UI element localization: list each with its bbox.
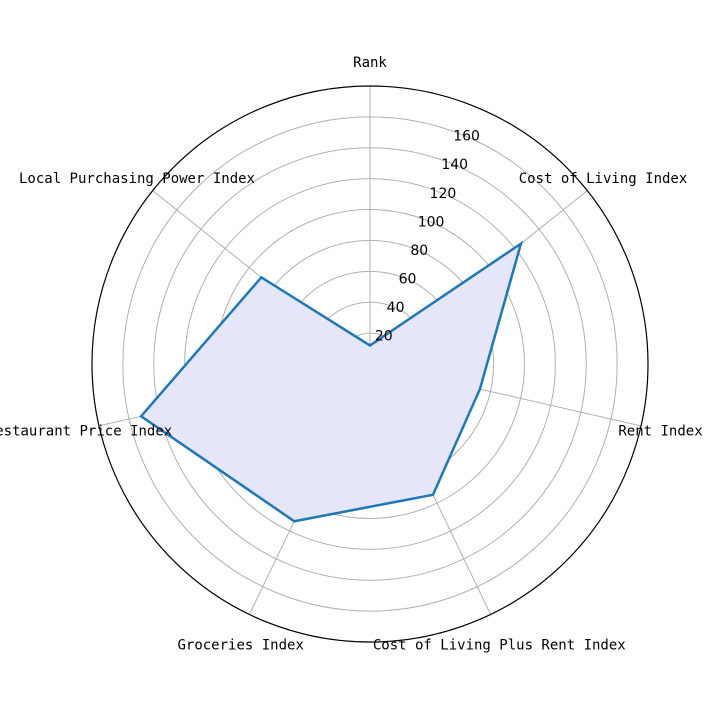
radial-tick-label: 60 xyxy=(399,271,417,287)
category-label: Cost of Living Index xyxy=(519,171,688,187)
category-label: Rent Index xyxy=(618,423,702,439)
category-label: Groceries Index xyxy=(177,638,303,654)
radial-tick-label: 20 xyxy=(375,329,393,345)
category-label: Cost of Living Plus Rent Index xyxy=(373,638,626,654)
category-label: Rank xyxy=(353,55,387,71)
series-area xyxy=(141,243,521,522)
radial-tick-label: 160 xyxy=(453,129,480,145)
radial-tick-label: 100 xyxy=(418,214,445,230)
category-label: Local Purchasing Power Index xyxy=(19,171,255,187)
series-line xyxy=(139,240,524,523)
radial-tick-label: 80 xyxy=(410,243,428,259)
radial-tick-label: 140 xyxy=(441,157,468,173)
polar-frame xyxy=(91,85,649,643)
category-label: Restaurant Price Index xyxy=(0,423,172,439)
radial-tick-label: 120 xyxy=(430,186,457,202)
radial-tick-label: 40 xyxy=(387,300,405,316)
